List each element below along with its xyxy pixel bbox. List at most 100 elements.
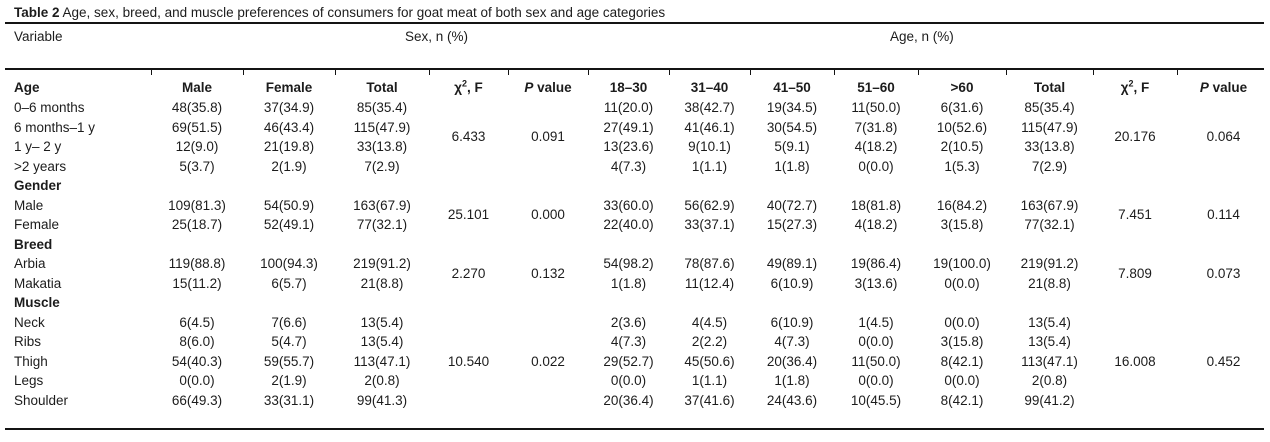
col-header-age-over-60: >60: [918, 70, 1006, 98]
col-header-chi-square-age: χ2, F: [1093, 70, 1177, 98]
cell-age-value: 20(36.4): [766, 353, 818, 369]
cell-age-value: 0(0.0): [944, 373, 980, 388]
col-header-sex-total: Total: [335, 70, 429, 98]
cell-sex-value: 115(47.9): [353, 119, 411, 135]
row-label: Legs: [14, 373, 44, 388]
cell-age-value: 21(8.8): [1028, 275, 1071, 291]
col-header-age-31-40: 31–40: [669, 70, 750, 98]
cell-sex-value: 69(51.5): [171, 119, 223, 135]
col-header-p-value-age: P value: [1177, 70, 1270, 98]
cell-age-value: 4(7.3): [610, 158, 647, 174]
chi-square-age-value: 7.809: [1118, 265, 1152, 281]
row-label: >2 years: [14, 158, 67, 174]
cell-sex-value: 21(8.8): [360, 275, 404, 291]
cell-sex-value: 25(18.7): [171, 217, 223, 232]
col-header-chi-square-sex: χ2, F: [429, 70, 508, 98]
table-row: Ribs 8(6.0) 5(4.7) 13(5.4) 4(7.3) 2(2.2) 4(7.3…: [0, 332, 1270, 352]
cell-sex-value: 99(41.3): [356, 392, 408, 408]
table-row: Thigh 54(40.3) 59(55.7) 113(47.1) 29(52.7) 45…: [0, 352, 1270, 372]
cell-age-value: 85(35.4): [1024, 100, 1075, 115]
cell-sex-value: 37(34.9): [263, 100, 315, 115]
section-label: Muscle: [14, 295, 60, 310]
cell-age-value: 6(10.9): [770, 275, 814, 291]
col-header-age-total: Total: [1006, 70, 1093, 98]
cell-age-value: 11(50.0): [851, 353, 901, 369]
cell-age-value: 2(2.2): [691, 334, 728, 349]
cell-age-value: 19(34.5): [766, 100, 818, 115]
cell-sex-value: 6(4.5): [179, 314, 215, 330]
table-caption: Table 2 Age, sex, breed, and muscle pref…: [0, 3, 1270, 22]
cell-age-value: 16(84.2): [936, 197, 988, 213]
cell-age-value: 1(1.8): [610, 275, 647, 291]
cell-sex-value: 2(0.8): [364, 373, 400, 388]
cell-age-value: 8(42.1): [940, 392, 984, 408]
cell-sex-value: 6(5.7): [271, 275, 307, 291]
cell-sex-value: 119(88.8): [168, 256, 226, 271]
table-row: Female 25(18.7) 52(49.1) 77(32.1) 22(40.0) 33…: [0, 215, 1270, 235]
chi-square-sex-value: 25.101: [447, 207, 490, 223]
row-label: 1 y– 2 y: [14, 139, 62, 154]
row-label: Female: [14, 217, 60, 232]
col-header-p-value-sex: P value: [508, 70, 588, 98]
cell-age-value: 38(42.7): [684, 100, 735, 115]
cell-age-value: 0(0.0): [858, 373, 894, 388]
cell-age-value: 1(1.8): [774, 373, 810, 388]
header-rule: [5, 68, 1264, 70]
section-label: Gender: [14, 178, 62, 193]
cell-age-value: 10(52.6): [936, 119, 988, 135]
cell-age-value: 10(45.5): [850, 392, 902, 408]
chi-square-sex-value: 6.433: [451, 129, 486, 145]
row-label: Makatia: [14, 275, 62, 291]
cell-age-value: 115(47.9): [1021, 119, 1078, 135]
cell-age-value: 20(36.4): [603, 392, 654, 408]
col-header-age-41-50: 41–50: [750, 70, 834, 98]
cell-age-value: 1(1.1): [691, 158, 728, 174]
cell-sex-value: 100(94.3): [260, 256, 318, 271]
cell-sex-value: 113(47.1): [353, 353, 411, 369]
cell-age-value: 8(42.1): [940, 353, 984, 369]
chi-square-age-value: 7.451: [1118, 207, 1152, 223]
table-row: Arbia 119(88.8) 100(94.3) 219(91.2) 2.270 0.1…: [0, 254, 1270, 281]
cell-sex-value: 66(49.3): [171, 392, 223, 408]
cell-age-value: 77(32.1): [1024, 217, 1075, 232]
cell-sex-value: 7(2.9): [364, 158, 400, 174]
bottom-spacer: [0, 410, 1270, 428]
cell-sex-value: 12(9.0): [175, 139, 219, 154]
cell-age-value: 22(40.0): [603, 217, 654, 232]
table-body: 0–6 months 48(35.8) 37(34.9) 85(35.4) 6.433 0…: [0, 98, 1270, 410]
cell-age-value: 2(3.6): [610, 314, 647, 330]
cell-age-value: 33(37.1): [684, 217, 735, 232]
chi-square-age-value: 20.176: [1114, 129, 1156, 145]
row-label: Arbia: [14, 256, 46, 271]
section-row: Muscle: [0, 293, 1270, 313]
cell-sex-value: 77(32.1): [356, 217, 408, 232]
chi-square-age-value: 16.008: [1114, 353, 1156, 369]
sex-group-header: Sex, n (%): [405, 29, 469, 44]
cell-sex-value: 7(6.6): [271, 314, 307, 330]
chi-square-sex-value: 10.540: [447, 353, 490, 369]
cell-sex-value: 219(91.2): [353, 256, 411, 271]
cell-age-value: 7(31.8): [854, 119, 898, 135]
table-row: 6 months–1 y 69(51.5) 46(43.4) 115(47.9) 27(…: [0, 118, 1270, 138]
cell-age-value: 0(0.0): [610, 373, 647, 388]
table-row: Male 109(81.3) 54(50.9) 163(67.9) 25.101 0.00…: [0, 196, 1270, 223]
col-header-male: Male: [151, 70, 243, 98]
cell-age-value: 54(98.2): [603, 256, 654, 271]
section-label: Breed: [14, 236, 53, 252]
cell-age-value: 2(0.8): [1031, 373, 1068, 388]
row-label: Male: [14, 197, 44, 213]
cell-sex-value: 15(11.2): [172, 275, 222, 291]
row-label: 0–6 months: [14, 100, 85, 115]
cell-age-value: 4(18.2): [854, 139, 898, 154]
cell-age-value: 11(50.0): [851, 100, 901, 115]
cell-age-value: 13(5.4): [1028, 334, 1071, 349]
cell-age-value: 3(15.8): [940, 217, 984, 232]
row-label: Neck: [14, 314, 45, 330]
cell-age-value: 24(43.6): [766, 392, 818, 408]
row-label: 6 months–1 y: [14, 119, 96, 135]
cell-sex-value: 21(19.8): [263, 139, 315, 154]
table-row: 1 y– 2 y 12(9.0) 21(19.8) 33(13.8) 13(23.6) 9…: [0, 137, 1270, 157]
section-row: Gender: [0, 176, 1270, 196]
table-row: Makatia 15(11.2) 6(5.7) 21(8.8) 1(1.8) 11(12.…: [0, 274, 1270, 294]
cell-age-value: 78(87.6): [684, 256, 735, 271]
